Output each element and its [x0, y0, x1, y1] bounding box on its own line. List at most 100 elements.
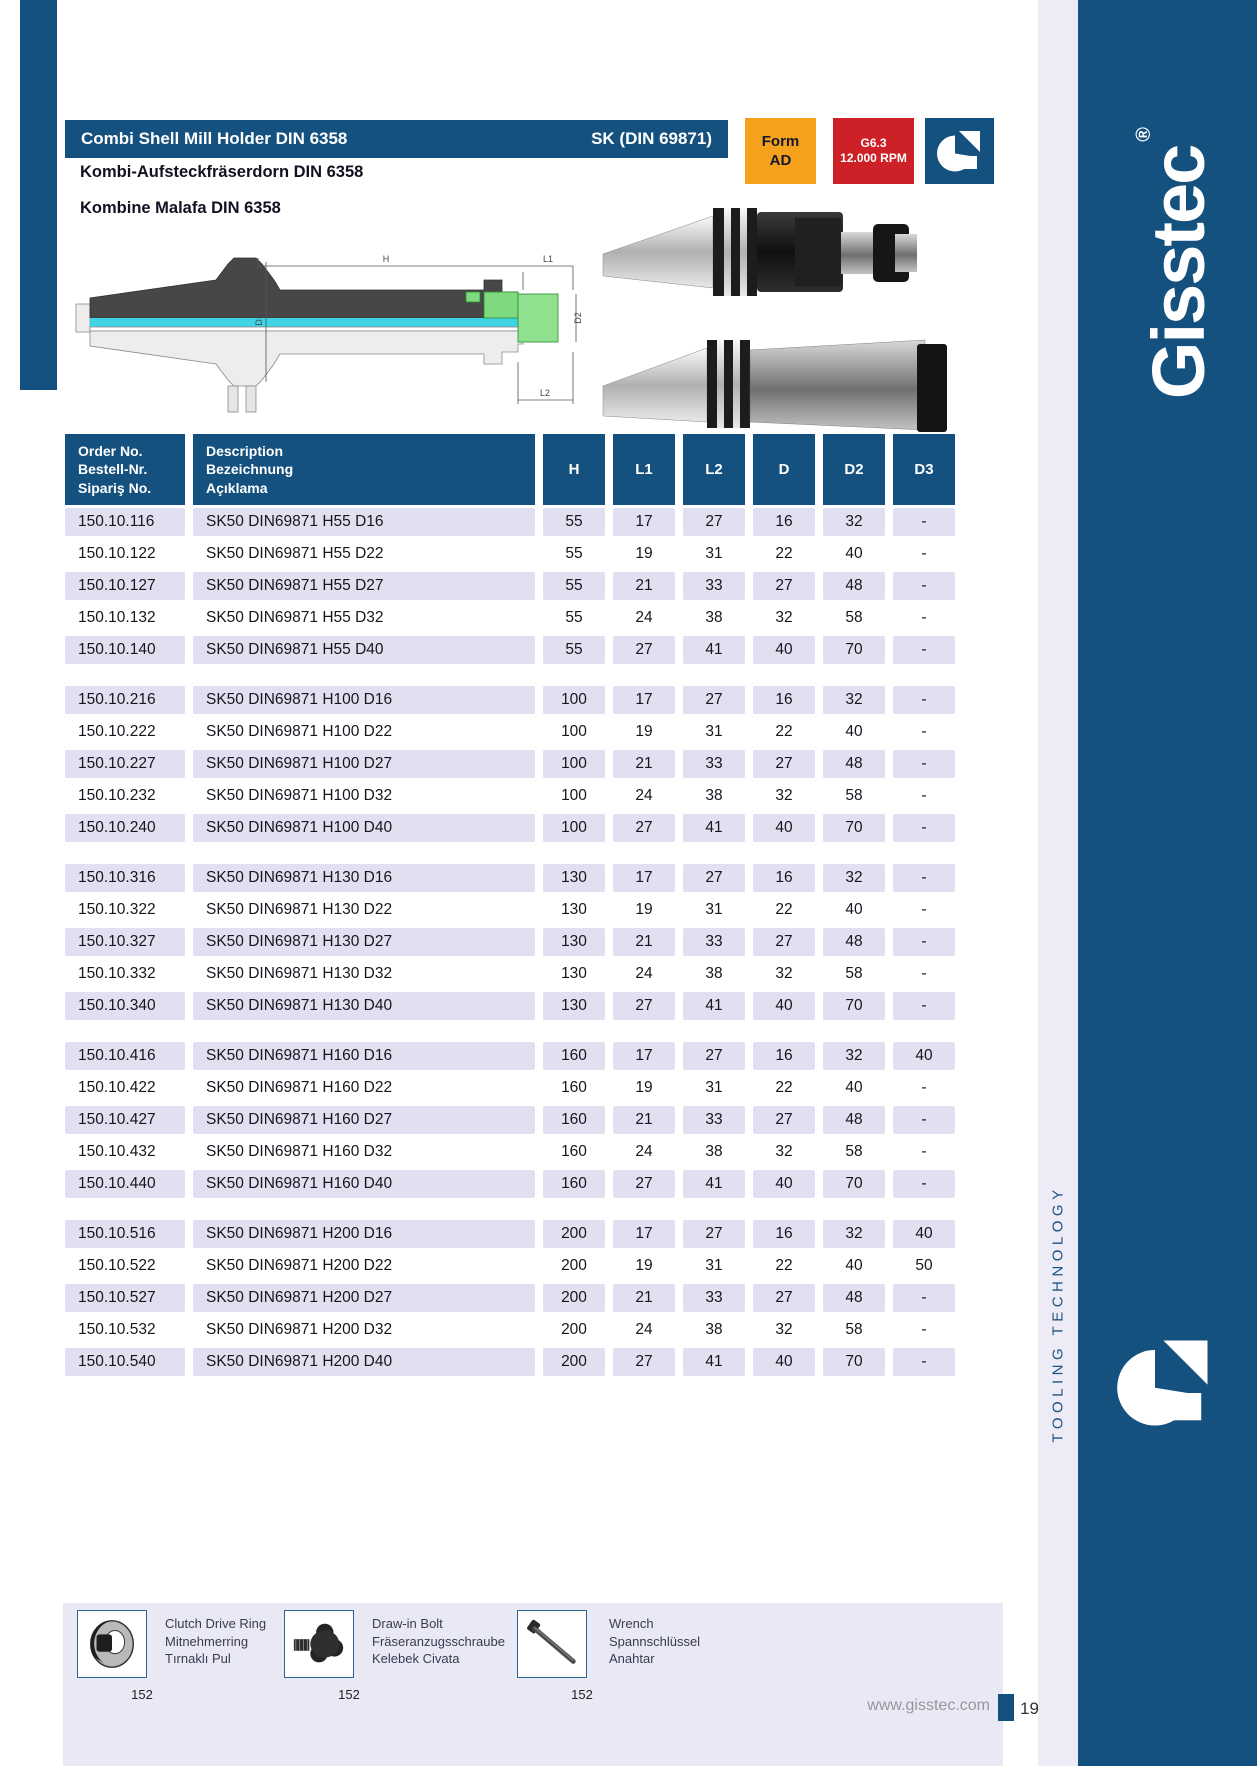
cell-dim-value: 32	[775, 1143, 793, 1160]
tagline-vertical: TOOLING TECHNOLOGY	[1049, 1185, 1067, 1443]
cell-description: SK50 DIN69871 H200 D40	[193, 1348, 535, 1376]
cell-dim-value: 48	[823, 1284, 885, 1312]
cell-dim-value: 58	[845, 1321, 863, 1338]
cell-dim-value: 27	[753, 572, 815, 600]
cell-dim-value: 58	[845, 787, 863, 804]
table-row: 150.10.516 SK50 DIN69871 H200 D16 200 17 27 1…	[65, 1220, 965, 1248]
cell-dim-value: 40	[753, 636, 815, 664]
table-row: 150.10.432 SK50 DIN69871 H160 D32 160 24 38 3…	[65, 1138, 965, 1166]
table-row: 150.10.522 SK50 DIN69871 H200 D22 200 19 31 2…	[65, 1252, 965, 1280]
cell-dim-value: 22	[775, 723, 793, 740]
caption-line: Spannschlüssel	[609, 1633, 701, 1649]
cell-dim-value: 58	[845, 609, 863, 626]
header-line: Order No.	[78, 442, 143, 459]
page-title: Combi Shell Mill Holder DIN 6358	[81, 129, 348, 148]
draw-in-bolt-icon	[293, 1623, 344, 1663]
caption-line: Draw-in Bolt	[372, 1616, 443, 1631]
cell-dim-value: -	[893, 750, 955, 778]
header-dim-l2: L2	[683, 434, 745, 505]
cell-dim-value: 27	[613, 992, 675, 1020]
cell-dim-value: 17	[613, 864, 675, 892]
cell-dim-value: 41	[683, 814, 745, 842]
website-link[interactable]: www.gisstec.com	[867, 1697, 990, 1714]
table-row: 150.10.416 SK50 DIN69871 H160 D16 160 17 27 1…	[65, 1042, 965, 1070]
cell-dim-value: 19	[635, 545, 653, 562]
cell-order-no: 150.10.522	[78, 1257, 156, 1274]
cell-description: SK50 DIN69871 H55 D22	[206, 545, 384, 562]
table-row: 150.10.332 SK50 DIN69871 H130 D32 130 24 38 3…	[65, 960, 965, 988]
cell-dim-value: 58	[845, 1143, 863, 1160]
cell-order-no: 150.10.516	[65, 1220, 185, 1248]
dim-label-l2: L2	[540, 388, 550, 398]
cell-dim-value: 200	[543, 1284, 605, 1312]
caption-line: Tırnaklı Pul	[165, 1651, 231, 1666]
table-row: 150.10.440 SK50 DIN69871 H160 D40 160 27 41 4…	[65, 1170, 965, 1198]
cell-description: SK50 DIN69871 H200 D27	[193, 1284, 535, 1312]
brand-logotype: Gisstec ®	[1133, 65, 1223, 465]
cell-dim-value: 24	[635, 1321, 653, 1338]
title-bar: Combi Shell Mill Holder DIN 6358 SK (DIN…	[65, 120, 728, 158]
cell-dim-value: 31	[705, 1257, 723, 1274]
cell-dim-value: 33	[683, 572, 745, 600]
table-row: 150.10.232 SK50 DIN69871 H100 D32 100 24 38 3…	[65, 782, 965, 810]
cell-description: SK50 DIN69871 H200 D32	[206, 1321, 393, 1338]
accessory-page-ref: 152	[131, 1687, 153, 1702]
accessory-caption: Draw-in Bolt Fräseranzugsschraube Kelebe…	[372, 1615, 505, 1668]
cell-order-no: 150.10.140	[65, 636, 185, 664]
cell-dim-value: 22	[775, 1079, 793, 1096]
cell-dim-value: 32	[775, 609, 793, 626]
cell-dim-value: 19	[635, 1079, 653, 1096]
cell-dim-value: 70	[823, 814, 885, 842]
cell-dim-value: 33	[683, 1106, 745, 1134]
cell-dim-value: 160	[543, 1106, 605, 1134]
cell-dim-value: -	[921, 609, 927, 626]
table-row: 150.10.422 SK50 DIN69871 H160 D22 160 19 31 2…	[65, 1074, 965, 1102]
cell-dim-value: 48	[823, 572, 885, 600]
table-row: 150.10.316 SK50 DIN69871 H130 D16 130 17 27 1…	[65, 864, 965, 892]
cell-dim-value: 100	[561, 787, 587, 804]
cell-order-no: 150.10.227	[65, 750, 185, 778]
cell-dim-value: 70	[823, 636, 885, 664]
cell-dim-value: 200	[561, 1257, 587, 1274]
cell-order-no: 150.10.432	[78, 1143, 156, 1160]
cell-dim-value: 22	[775, 1257, 793, 1274]
cell-dim-value: 27	[683, 1220, 745, 1248]
table-row: 150.10.327 SK50 DIN69871 H130 D27 130 21 33 2…	[65, 928, 965, 956]
cell-dim-value: 17	[613, 1042, 675, 1070]
accessories-band: Clutch Drive Ring Mitnehmerring Tırnaklı…	[63, 1603, 1003, 1766]
cell-dim-value: 32	[823, 686, 885, 714]
caption-line: Mitnehmerring	[165, 1633, 249, 1649]
cell-dim-value: -	[893, 814, 955, 842]
cell-dim-value: 41	[683, 1170, 745, 1198]
cell-dim-value: 70	[823, 1348, 885, 1376]
cell-dim-value: 40	[845, 901, 863, 918]
cell-dim-value: 160	[543, 1170, 605, 1198]
cell-dim-value: -	[921, 901, 927, 918]
cell-description: SK50 DIN69871 H130 D27	[193, 928, 535, 956]
cell-dim-value: 32	[775, 787, 793, 804]
cell-dim-value: 40	[753, 814, 815, 842]
header-order-no: Order No. Bestell-Nr. Sipariş No.	[65, 434, 185, 505]
form-badge: Form AD	[745, 118, 816, 184]
accessory-page-ref: 152	[571, 1687, 593, 1702]
balance-grade: G6.3	[860, 136, 887, 150]
cell-dim-value: 19	[635, 723, 653, 740]
accessory-caption: Wrench Spannschlüssel Anahtar	[609, 1615, 700, 1668]
cell-description: SK50 DIN69871 H200 D16	[193, 1220, 535, 1248]
cell-order-no: 150.10.222	[78, 723, 156, 740]
cell-description: SK50 DIN69871 H100 D16	[193, 686, 535, 714]
cell-dim-value: 40	[845, 723, 863, 740]
table-group-gap	[65, 1202, 965, 1220]
max-rpm: 12.000 RPM	[840, 151, 907, 165]
brand-name: Gisstec	[1136, 145, 1220, 400]
cell-dim-value: 33	[683, 928, 745, 956]
cell-dim-value: 19	[635, 1257, 653, 1274]
cell-dim-value: 17	[613, 1220, 675, 1248]
dim-label-d1: D1	[254, 314, 264, 326]
cell-dim-value: 16	[753, 1042, 815, 1070]
cell-dim-value: 41	[683, 992, 745, 1020]
cell-dim-value: 130	[561, 965, 587, 982]
subtitle-turkish: Kombine Malafa DIN 6358	[80, 199, 281, 217]
cell-order-no: 150.10.216	[65, 686, 185, 714]
cell-dim-value: 21	[613, 1284, 675, 1312]
